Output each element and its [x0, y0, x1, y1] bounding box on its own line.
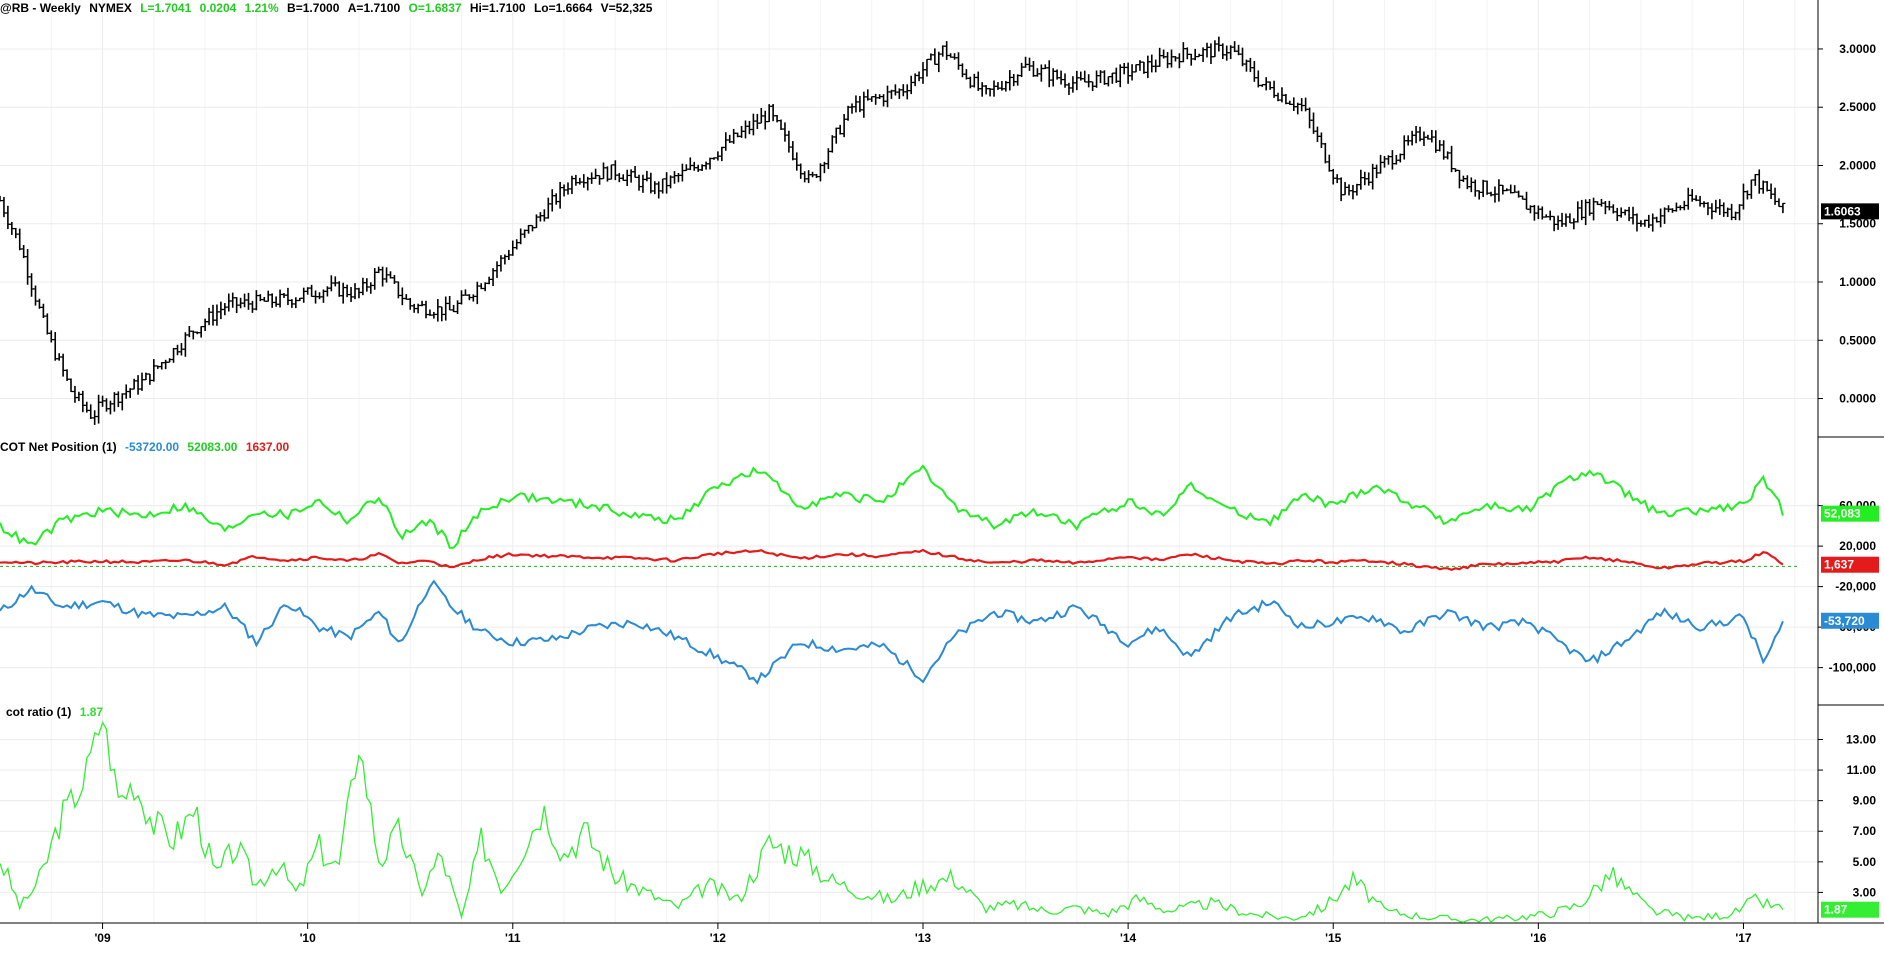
last-price-marker-bg	[1821, 203, 1879, 220]
cot-large-spec-line	[0, 464, 1784, 549]
value-axis-label: 1.5000	[1839, 217, 1876, 231]
large-spec-marker-text: 52,083	[1824, 507, 1861, 521]
cot-small-spec-line	[0, 548, 1784, 571]
price-panel-header: @RB - Weekly NYMEX L=1.7041 0.0204 1.21%…	[0, 1, 657, 15]
value-axis-label: 3.00	[1853, 885, 1877, 899]
value-axis-label: 0.0000	[1839, 392, 1876, 406]
cot-panel-header: COT Net Position (1) -53720.00 52083.00 …	[0, 440, 294, 454]
volume-value: V=52,325	[600, 1, 653, 15]
value-axis-label: 20,000	[1839, 539, 1876, 553]
ratio-panel-title: cot ratio (1)	[6, 705, 72, 719]
time-axis-label: '11	[505, 931, 521, 945]
value-axis-label: 0.5000	[1839, 333, 1876, 347]
large-spec-marker-bg	[1821, 505, 1879, 522]
value-axis-label: 2.0000	[1839, 158, 1876, 172]
ratio-marker: 1.87	[1821, 901, 1879, 918]
value-axis-label: 7.00	[1853, 824, 1877, 838]
cot-commercials-line	[0, 579, 1784, 685]
time-axis-label: '13	[915, 931, 932, 945]
value-axis-label: 11.00	[1847, 763, 1877, 777]
time-axis-label: '09	[94, 931, 111, 945]
last-price-marker: 1.6063	[1821, 203, 1879, 220]
value-axis-label: -100,000	[1829, 661, 1877, 675]
value-axis-label: 5.00	[1853, 855, 1877, 869]
value-axis-label: 2.5000	[1839, 100, 1876, 114]
small-spec-marker-bg	[1821, 556, 1879, 573]
price-bars	[0, 36, 1786, 425]
last-price-marker-text: 1.6063	[1824, 204, 1861, 218]
small-spec-marker-text: 1,637	[1824, 558, 1854, 572]
low-value: Lo=1.6664	[533, 1, 593, 15]
symbol-label: @RB - Weekly	[0, 1, 81, 15]
value-axis-label: 9.00	[1853, 794, 1877, 808]
value-axis-label: -20,000	[1835, 580, 1876, 594]
open-value: O=1.6837	[408, 1, 462, 15]
ask-value: A=1.7100	[347, 1, 401, 15]
time-axis-label: '16	[1530, 931, 1547, 945]
cot-large-spec-value: 52083.00	[187, 440, 238, 454]
ratio-panel-header: cot ratio (1) 1.87	[0, 705, 108, 719]
time-axis-label: '17	[1735, 931, 1752, 945]
commercials-marker: -53,720	[1821, 612, 1879, 629]
small-spec-marker: 1,637	[1821, 556, 1879, 573]
cot-panel-title: COT Net Position (1)	[0, 440, 117, 454]
series-layer	[0, 36, 1800, 924]
exchange-label: NYMEX	[89, 1, 132, 15]
value-axis-label: 1.0000	[1839, 275, 1876, 289]
label-layer: 1.6063 52,083 1,637 -53,720 1.87	[1821, 203, 1879, 918]
bid-value: B=1.7000	[287, 1, 340, 15]
grid-layer	[0, 0, 1818, 923]
change-percent: 1.21%	[244, 1, 279, 15]
high-value: Hi=1.7100	[469, 1, 526, 15]
cot-small-spec-value: 1637.00	[245, 440, 290, 454]
time-axis-label: '15	[1325, 931, 1342, 945]
value-axis-label: 13.00	[1846, 732, 1876, 746]
commercials-marker-text: -53,720	[1824, 614, 1865, 628]
time-axis-label: '12	[710, 931, 727, 945]
time-axis-label: '10	[300, 931, 317, 945]
time-axis-label: '14	[1120, 931, 1137, 945]
commercials-marker-bg	[1821, 612, 1879, 629]
ratio-marker-text: 1.87	[1824, 903, 1848, 917]
cot-commercials-value: -53720.00	[125, 440, 180, 454]
ratio-marker-bg	[1821, 901, 1879, 918]
change-value: 0.0204	[199, 1, 237, 15]
last-price: L=1.7041	[140, 1, 192, 15]
large-spec-marker: 52,083	[1821, 505, 1879, 522]
value-axis-label: 3.0000	[1839, 42, 1876, 56]
ratio-value: 1.87	[79, 705, 104, 719]
cot-ratio-line	[0, 721, 1784, 924]
